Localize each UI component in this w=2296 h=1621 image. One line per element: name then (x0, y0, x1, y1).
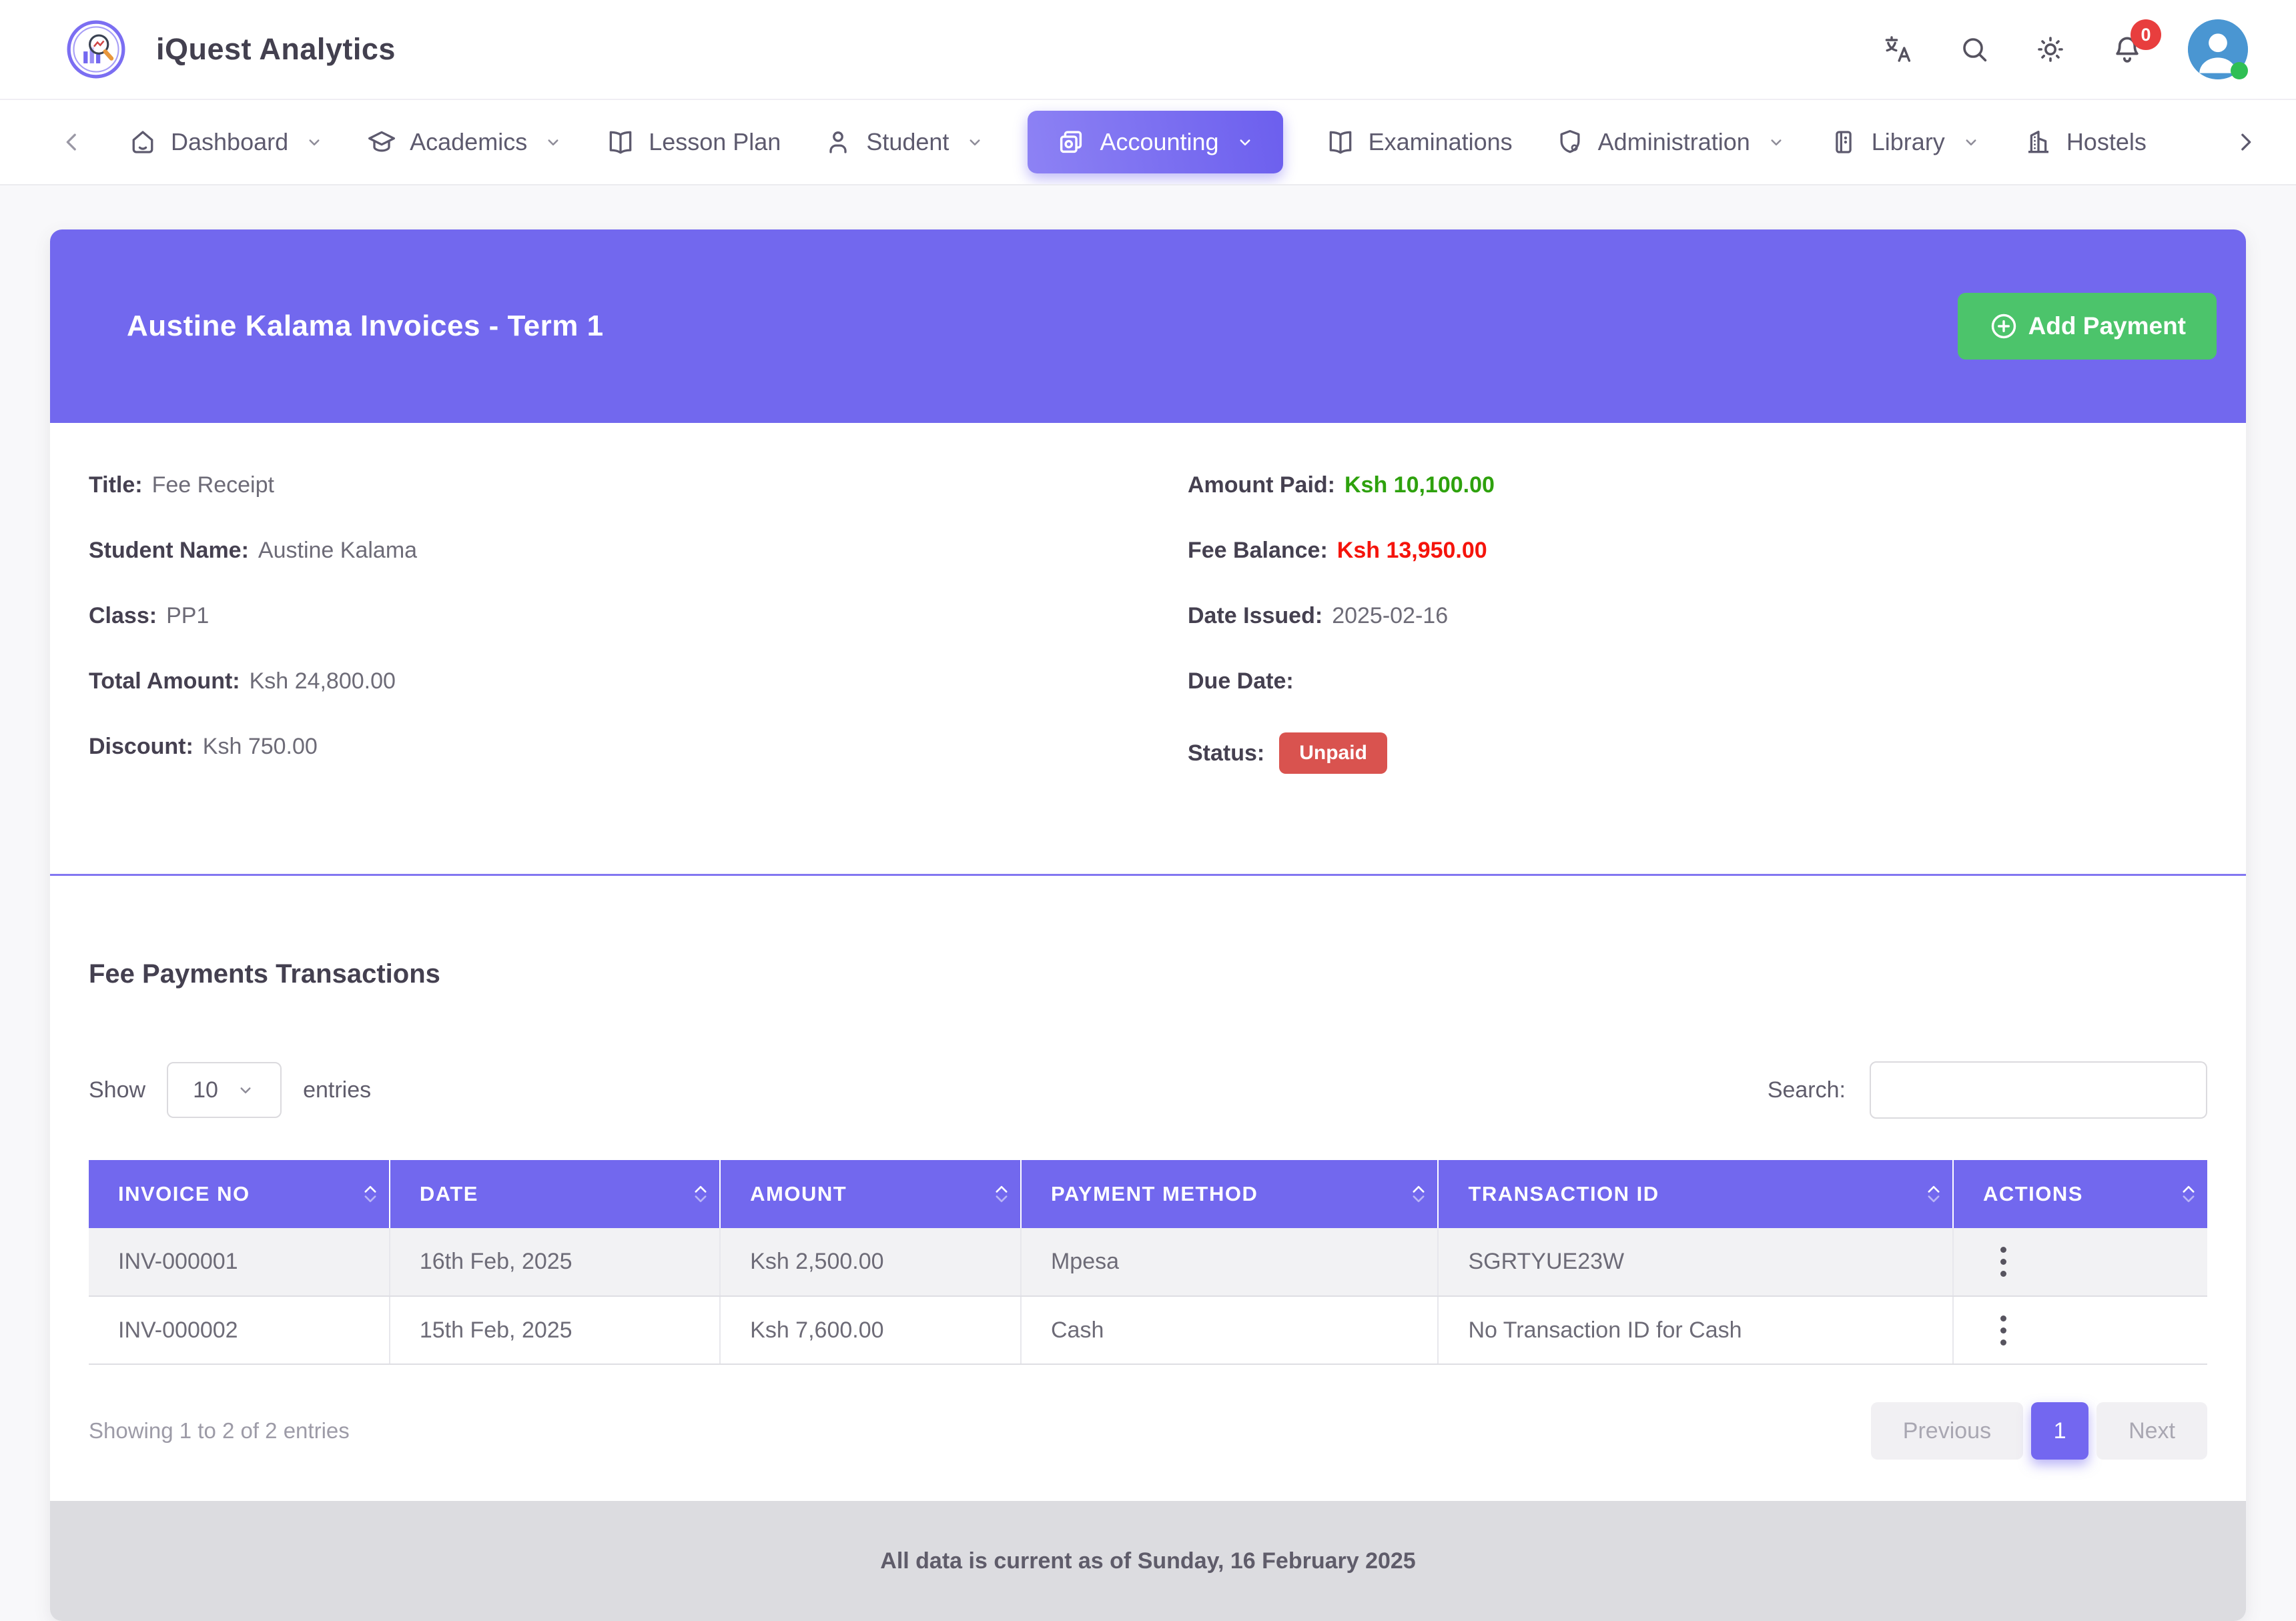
status-badge: Unpaid (1279, 732, 1387, 774)
nav-item-hostels[interactable]: Hostels (2024, 127, 2147, 157)
building-icon (2024, 127, 2053, 157)
search-icon[interactable] (1958, 33, 1990, 65)
next-page-button[interactable]: Next (2096, 1402, 2207, 1460)
section-title: Fee Payments Transactions (89, 959, 440, 989)
column-header-invoice-no[interactable]: INVOICE NO (89, 1160, 390, 1228)
notification-badge: 0 (2131, 19, 2161, 50)
invoice-details-left: Title: Fee Receipt Student Name: Austine… (89, 471, 1188, 774)
detail-due-date: Due Date: (1188, 668, 1294, 694)
row-actions-kebab-icon[interactable] (2000, 1315, 2006, 1345)
data-freshness-footer: All data is current as of Sunday, 16 Feb… (50, 1501, 2246, 1621)
table-row: INV-000001 16th Feb, 2025 Ksh 2,500.00 M… (89, 1228, 2207, 1297)
book-icon (1829, 127, 1858, 157)
nav-item-examinations[interactable]: Examinations (1326, 127, 1513, 157)
nav-scroll-left-icon[interactable] (59, 129, 85, 155)
sort-icon (2181, 1183, 2197, 1205)
light-mode-icon[interactable] (2034, 33, 2066, 65)
avatar[interactable] (2188, 19, 2248, 79)
book-open-icon (606, 127, 635, 157)
invoice-details: Title: Fee Receipt Student Name: Austine… (50, 423, 2246, 874)
nav-item-student[interactable]: Student (823, 127, 985, 157)
nav-item-dashboard[interactable]: Dashboard (128, 127, 324, 157)
column-header-actions[interactable]: ACTIONS (1952, 1160, 2207, 1228)
detail-amount-paid: Amount Paid: Ksh 10,100.00 (1188, 472, 1495, 498)
nav-scroll-right-icon[interactable] (2223, 100, 2296, 184)
transactions-table: INVOICE NO DATE AMOUNT PAYMENT METHOD TR… (89, 1160, 2207, 1365)
user-icon (823, 127, 853, 157)
sort-icon (1926, 1183, 1942, 1205)
page-size-control: Show 10 entries (89, 1062, 371, 1118)
detail-status: Status: Unpaid (1188, 732, 2207, 774)
nav-item-library[interactable]: Library (1829, 127, 1981, 157)
detail-discount: Discount: Ksh 750.00 (89, 733, 318, 759)
detail-total-amount: Total Amount: Ksh 24,800.00 (89, 668, 396, 694)
current-page-button[interactable]: 1 (2031, 1402, 2089, 1460)
invoice-title: Austine Kalama Invoices - Term 1 (127, 310, 604, 342)
entries-select[interactable]: 10 (167, 1062, 282, 1118)
sort-icon (693, 1183, 709, 1205)
home-icon (128, 127, 157, 157)
nav-item-administration[interactable]: Administration (1555, 127, 1786, 157)
add-payment-button[interactable]: Add Payment (1957, 293, 2217, 360)
invoice-details-right: Amount Paid: Ksh 10,100.00 Fee Balance: … (1188, 471, 2207, 774)
top-bar: iQuest Analytics 0 (0, 0, 2296, 100)
chevron-down-icon (543, 132, 563, 152)
detail-class: Class: PP1 (89, 602, 210, 628)
column-header-transaction-id[interactable]: TRANSACTION ID (1438, 1160, 1954, 1228)
invoice-card: Austine Kalama Invoices - Term 1 Add Pay… (50, 229, 2246, 1621)
detail-title: Title: Fee Receipt (89, 472, 274, 498)
chevron-down-icon (304, 132, 324, 152)
column-header-date[interactable]: DATE (389, 1160, 721, 1228)
pagination: Previous 1 Next (1870, 1402, 2207, 1460)
nav-item-accounting[interactable]: Accounting (1028, 111, 1283, 173)
row-actions-kebab-icon[interactable] (2000, 1247, 2006, 1277)
detail-date-issued: Date Issued: 2025-02-16 (1188, 602, 1449, 628)
column-header-payment-method[interactable]: PAYMENT METHOD (1020, 1160, 1439, 1228)
table-controls: Show 10 entries Search: (89, 1061, 2207, 1119)
detail-student-name: Student Name: Austine Kalama (89, 537, 418, 563)
main-nav: Dashboard Academics Lesson Plan Student … (0, 100, 2296, 185)
language-icon[interactable] (1882, 33, 1914, 65)
graduation-cap-icon (367, 127, 396, 157)
section-divider (50, 874, 2246, 876)
shield-gear-icon (1555, 127, 1585, 157)
topbar-actions: 0 (1882, 19, 2248, 79)
table-footer: Showing 1 to 2 of 2 entries Previous 1 N… (89, 1402, 2207, 1460)
brand: iQuest Analytics (67, 20, 396, 79)
column-header-amount[interactable]: AMOUNT (720, 1160, 1022, 1228)
sort-icon (994, 1183, 1010, 1205)
nav-item-lesson-plan[interactable]: Lesson Plan (606, 127, 781, 157)
sort-icon (1411, 1183, 1427, 1205)
fee-payments-section: Fee Payments Transactions Show 10 entrie… (50, 876, 2246, 1460)
book-open-icon (1326, 127, 1355, 157)
previous-page-button[interactable]: Previous (1870, 1402, 2024, 1460)
online-status-dot (2231, 62, 2248, 79)
search-control: Search: (1768, 1061, 2207, 1119)
page-title: iQuest Analytics (156, 32, 396, 66)
search-label: Search: (1767, 1077, 1846, 1103)
chevron-down-icon (1235, 132, 1255, 152)
chevron-down-icon (965, 132, 985, 152)
plus-circle-icon (1988, 311, 2019, 342)
nav-item-academics[interactable]: Academics (367, 127, 563, 157)
table-header-row: INVOICE NO DATE AMOUNT PAYMENT METHOD TR… (89, 1160, 2207, 1228)
app-logo-icon (67, 20, 125, 79)
notifications-bell-icon[interactable]: 0 (2111, 19, 2161, 66)
chevron-down-icon (1961, 132, 1981, 152)
sort-icon (362, 1183, 378, 1205)
entries-summary: Showing 1 to 2 of 2 entries (89, 1418, 350, 1443)
cash-icon (1056, 127, 1086, 157)
chevron-down-icon (1766, 132, 1786, 152)
table-row: INV-000002 15th Feb, 2025 Ksh 7,600.00 C… (89, 1296, 2207, 1365)
invoice-card-header: Austine Kalama Invoices - Term 1 Add Pay… (50, 229, 2246, 423)
detail-fee-balance: Fee Balance: Ksh 13,950.00 (1188, 537, 1487, 563)
search-input[interactable] (1870, 1061, 2207, 1119)
chevron-down-icon (236, 1080, 256, 1100)
